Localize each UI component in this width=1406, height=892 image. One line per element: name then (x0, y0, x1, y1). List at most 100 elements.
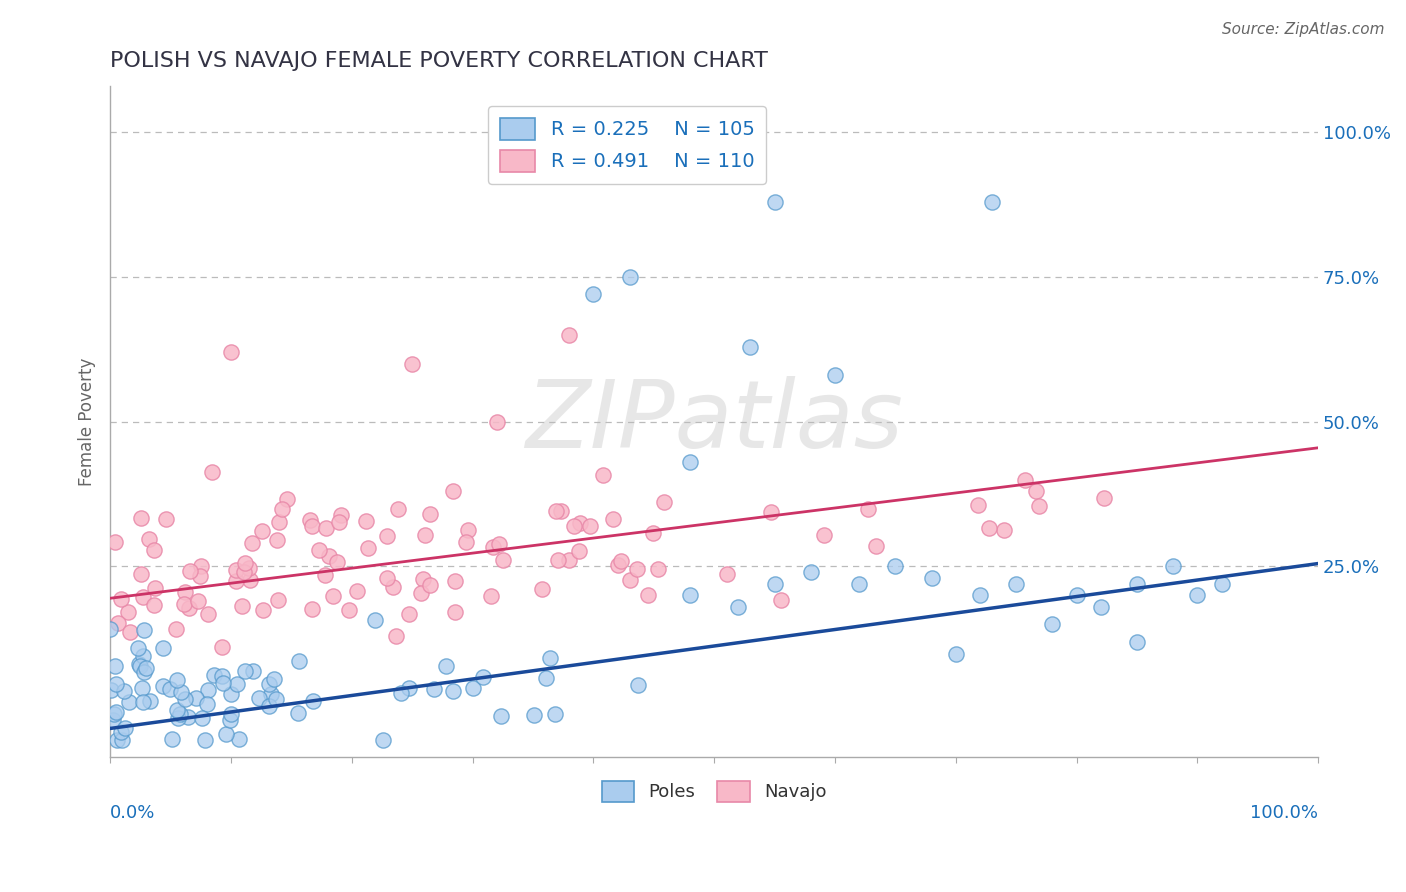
Point (993, 523, 1015, 537)
Point (1040, 617, 1063, 632)
Point (1028, 499, 1050, 513)
Point (218, 713, 240, 727)
Point (131, 649, 153, 664)
Point (582, 287, 605, 301)
Point (457, 523, 479, 537)
Point (247, 690, 270, 705)
Point (225, 677, 247, 691)
Point (550, 504, 572, 518)
Point (263, 672, 285, 686)
Point (169, 706, 191, 721)
Point (568, 544, 591, 558)
Point (547, 552, 569, 566)
Point (643, 525, 665, 540)
Point (441, 484, 464, 499)
Point (375, 571, 398, 585)
Point (104, 535, 127, 549)
Point (276, 492, 298, 507)
Point (848, 576, 870, 591)
Point (252, 524, 274, 538)
Point (267, 515, 290, 529)
Point (1126, 576, 1149, 591)
Point (423, 681, 446, 696)
Point (159, 681, 181, 696)
Point (190, 559, 212, 574)
Point (260, 687, 283, 701)
Point (287, 706, 309, 720)
Text: POLISH VS NAVAJO FEMALE POVERTY CORRELATION CHART: POLISH VS NAVAJO FEMALE POVERTY CORRELAT… (110, 51, 768, 70)
Point (489, 709, 512, 723)
Point (179, 564, 201, 578)
Point (308, 543, 330, 558)
Point (763, 576, 786, 591)
Point (239, 574, 262, 588)
Point (231, 599, 253, 613)
Point (884, 559, 907, 574)
Point (174, 692, 197, 706)
Point (301, 602, 323, 616)
Point (127, 641, 149, 656)
Point (330, 508, 353, 522)
Point (654, 495, 676, 509)
Point (770, 593, 793, 607)
Point (492, 553, 515, 567)
Point (167, 711, 190, 725)
Point (190, 569, 212, 583)
Point (1161, 559, 1184, 574)
Point (546, 504, 568, 518)
Point (176, 710, 198, 724)
Point (155, 511, 177, 525)
Point (194, 733, 217, 747)
Point (579, 519, 602, 533)
Point (824, 368, 846, 383)
Point (173, 597, 195, 611)
Point (1092, 491, 1115, 506)
Point (921, 571, 943, 585)
Point (266, 593, 288, 607)
Point (381, 580, 404, 594)
Point (375, 529, 398, 543)
Point (346, 584, 368, 599)
Point (364, 613, 387, 627)
Point (219, 707, 242, 722)
Point (1014, 473, 1036, 487)
Point (138, 532, 160, 546)
Point (481, 540, 503, 554)
Point (325, 555, 347, 569)
Point (228, 732, 250, 747)
Point (1126, 634, 1149, 648)
Point (456, 535, 478, 549)
Point (813, 528, 835, 542)
Point (716, 567, 738, 582)
Point (419, 507, 441, 521)
Point (1066, 588, 1088, 602)
Point (120, 624, 142, 639)
Point (211, 669, 233, 683)
Point (419, 577, 441, 591)
Point (1005, 576, 1028, 591)
Point (318, 549, 340, 564)
Point (242, 665, 264, 679)
Point (219, 345, 242, 359)
Point (981, 194, 1004, 209)
Point (212, 676, 235, 690)
Text: Source: ZipAtlas.com: Source: ZipAtlas.com (1222, 22, 1385, 37)
Point (110, 591, 132, 606)
Point (264, 692, 287, 706)
Point (679, 588, 702, 602)
Point (647, 562, 669, 576)
Point (357, 541, 380, 556)
Legend: Poles, Navajo: Poles, Navajo (595, 773, 834, 809)
Point (132, 591, 155, 605)
Point (225, 574, 247, 588)
Point (139, 694, 162, 708)
Point (523, 708, 546, 723)
Point (356, 514, 378, 528)
Point (142, 598, 165, 612)
Point (610, 554, 633, 568)
Point (607, 558, 630, 573)
Point (152, 640, 174, 655)
Point (979, 521, 1001, 535)
Point (558, 328, 581, 343)
Point (257, 699, 280, 714)
